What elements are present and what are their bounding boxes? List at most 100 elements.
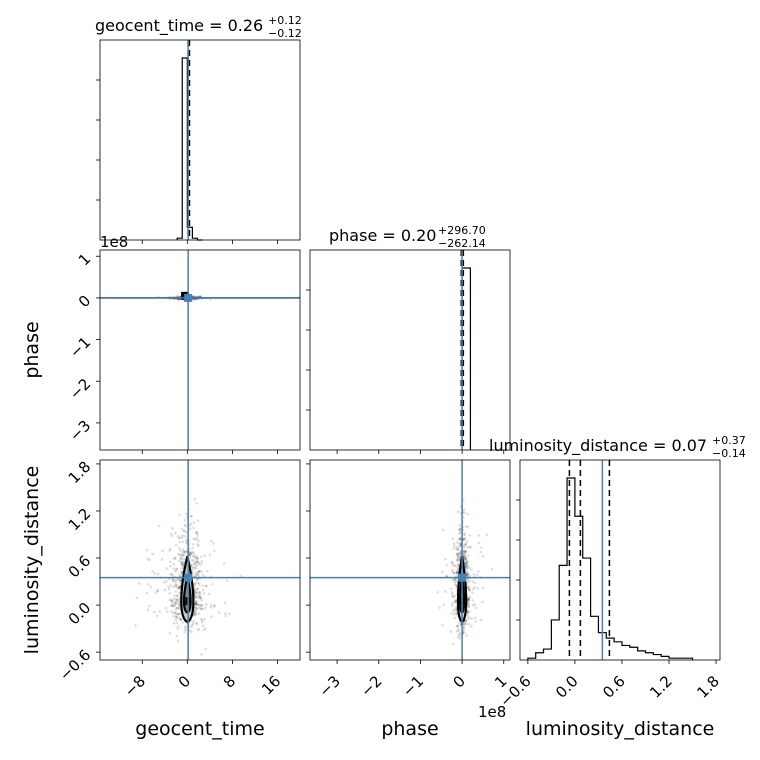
sample-point xyxy=(209,539,213,543)
sample-point xyxy=(458,537,462,540)
sample-point xyxy=(465,560,469,564)
sample-point xyxy=(173,601,177,605)
sample-point xyxy=(205,584,208,588)
sample-point xyxy=(177,586,181,589)
sample-point xyxy=(175,621,178,625)
sample-point xyxy=(172,579,176,582)
sample-point xyxy=(174,601,178,605)
sample-point xyxy=(456,553,459,556)
sample-point xyxy=(178,536,182,539)
sample-point xyxy=(455,541,459,544)
sample-point xyxy=(193,566,197,569)
sample-point xyxy=(173,611,177,614)
sample-point xyxy=(180,561,183,564)
sample-point xyxy=(450,561,454,564)
sample-point xyxy=(174,585,178,588)
sample-point xyxy=(182,550,185,554)
sample-point xyxy=(178,553,182,557)
sample-point xyxy=(467,598,471,601)
sample-point xyxy=(196,628,200,632)
sample-point xyxy=(176,612,180,616)
sample-point xyxy=(441,623,444,627)
sample-point xyxy=(438,606,441,609)
sample-point xyxy=(451,602,454,605)
sample-point xyxy=(456,566,460,570)
sample-point xyxy=(178,513,181,516)
sample-point xyxy=(201,607,205,611)
sample-point xyxy=(171,579,175,583)
sample-point xyxy=(208,553,212,557)
sample-point xyxy=(190,563,193,566)
sample-point xyxy=(194,590,198,593)
sample-point xyxy=(195,621,198,625)
sample-point xyxy=(177,598,181,601)
sample-point xyxy=(449,630,453,633)
sample-point xyxy=(197,603,200,607)
sample-point xyxy=(471,599,475,602)
sample-point xyxy=(171,585,175,589)
sample-point xyxy=(468,598,471,602)
sample-point xyxy=(462,626,465,629)
sample-point xyxy=(194,606,197,609)
sample-point xyxy=(477,541,481,545)
sample-point xyxy=(195,560,198,563)
sample-point xyxy=(465,540,469,544)
histogram-geocent_time xyxy=(176,57,203,241)
sample-point xyxy=(193,582,196,585)
sample-point xyxy=(468,534,472,537)
sample-point xyxy=(183,529,186,533)
sample-point xyxy=(197,563,201,566)
sample-point xyxy=(175,606,178,610)
x-tick-label: −8 xyxy=(121,672,149,700)
sample-point xyxy=(181,562,185,566)
sample-point xyxy=(195,530,198,534)
sample-point xyxy=(199,562,203,566)
title-luminosity-distance: luminosity_distance = 0.07 xyxy=(489,436,707,456)
sample-point xyxy=(481,555,485,558)
sample-point xyxy=(467,597,471,600)
sample-point xyxy=(467,605,471,609)
sample-point xyxy=(189,514,193,518)
sample-point xyxy=(197,594,201,598)
sample-point xyxy=(156,589,159,592)
sample-point xyxy=(470,568,473,572)
sample-point xyxy=(462,508,466,512)
sample-point xyxy=(178,603,181,606)
sample-point xyxy=(172,567,175,570)
sample-point xyxy=(191,546,194,550)
sample-point xyxy=(195,595,198,599)
sample-point xyxy=(193,562,197,566)
sample-point xyxy=(195,537,198,541)
sample-point xyxy=(453,608,456,612)
x-tick-label: 0 xyxy=(449,672,468,691)
sample-point xyxy=(472,573,476,576)
sample-point xyxy=(171,527,174,530)
sample-point xyxy=(151,552,155,556)
sample-point xyxy=(455,552,459,556)
sample-point xyxy=(201,573,205,577)
sample-point xyxy=(169,599,173,603)
sample-point xyxy=(179,579,182,583)
sample-point xyxy=(464,549,468,553)
sample-point xyxy=(183,551,187,554)
sample-point xyxy=(209,298,212,301)
sample-point xyxy=(202,628,206,632)
sample-point xyxy=(468,574,472,578)
sample-point xyxy=(467,617,471,620)
x-tick-label: 0.6 xyxy=(599,672,629,702)
sample-point xyxy=(196,570,200,574)
sample-point xyxy=(192,537,195,541)
sample-point xyxy=(174,608,177,612)
sample-point xyxy=(470,625,473,628)
sample-point xyxy=(450,590,454,594)
xlabel-geocent-time: geocent_time xyxy=(135,718,264,740)
sample-point xyxy=(194,556,197,560)
sample-point xyxy=(454,580,458,583)
sample-point xyxy=(176,606,180,610)
sample-point xyxy=(176,294,179,298)
sample-point xyxy=(225,579,229,582)
sample-point xyxy=(174,543,178,547)
sample-point xyxy=(471,603,475,607)
sample-point xyxy=(457,624,460,627)
sample-point xyxy=(457,548,460,551)
